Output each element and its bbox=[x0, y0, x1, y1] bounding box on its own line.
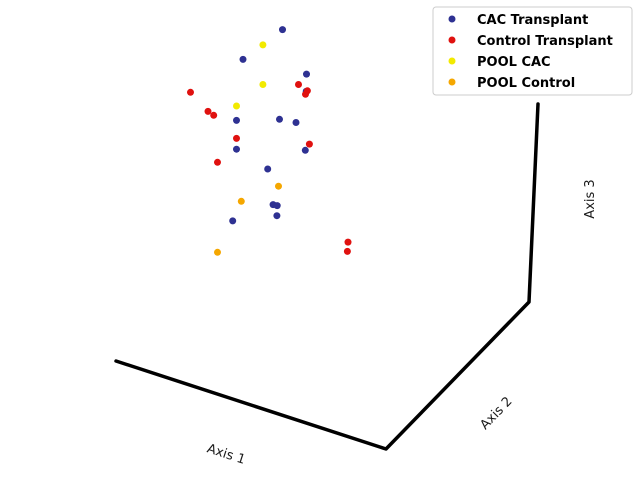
legend-label-3: POOL Control bbox=[477, 76, 575, 91]
axis-3-label: Axis 3 bbox=[583, 179, 598, 218]
data-point-0-13 bbox=[273, 212, 281, 220]
legend: CAC Transplant Control Transplant POOL CAC… bbox=[432, 6, 633, 96]
data-point-3-0 bbox=[275, 182, 282, 190]
axis-1-label: Axis 1 bbox=[205, 441, 247, 467]
data-point-1-7 bbox=[305, 140, 313, 148]
data-point-2-2 bbox=[233, 102, 240, 110]
legend-marker-1 bbox=[448, 36, 456, 44]
legend-box bbox=[432, 6, 633, 96]
data-point-0-6 bbox=[292, 119, 300, 126]
data-point-0-5 bbox=[276, 115, 283, 123]
data-point-1-2 bbox=[302, 90, 309, 98]
data-point-1-10 bbox=[343, 247, 351, 255]
legend-label-2: POOL CAC bbox=[477, 55, 551, 70]
data-point-1-3 bbox=[187, 88, 194, 96]
data-point-1-8 bbox=[214, 158, 221, 166]
axes: Axis 1 Axis 2 Axis 3 bbox=[114, 102, 598, 468]
data-point-0-4 bbox=[233, 116, 240, 124]
data-point-0-0 bbox=[279, 26, 286, 34]
data-points bbox=[187, 26, 352, 256]
data-point-1-0 bbox=[295, 81, 302, 88]
axis-frame bbox=[114, 102, 540, 451]
data-point-0-2 bbox=[303, 70, 310, 78]
legend-marker-2 bbox=[448, 57, 456, 65]
data-point-0-8 bbox=[301, 146, 309, 154]
data-point-3-1 bbox=[237, 197, 245, 205]
legend-label-0: CAC Transplant bbox=[477, 13, 588, 28]
data-point-1-4 bbox=[204, 107, 212, 115]
data-point-0-12 bbox=[229, 217, 237, 225]
data-point-0-11 bbox=[273, 202, 281, 210]
axis-2-label: Axis 2 bbox=[477, 394, 515, 433]
data-point-1-9 bbox=[344, 238, 352, 246]
data-point-2-1 bbox=[259, 81, 267, 88]
data-point-0-1 bbox=[239, 55, 247, 63]
data-point-3-2 bbox=[214, 248, 221, 256]
legend-label-1: Control Transplant bbox=[477, 34, 613, 49]
data-point-0-9 bbox=[264, 165, 272, 173]
data-point-1-6 bbox=[233, 134, 240, 142]
data-point-0-7 bbox=[233, 145, 240, 153]
data-point-1-5 bbox=[210, 111, 218, 119]
legend-marker-3 bbox=[448, 78, 456, 86]
data-point-2-0 bbox=[259, 41, 267, 49]
legend-marker-0 bbox=[448, 15, 456, 23]
